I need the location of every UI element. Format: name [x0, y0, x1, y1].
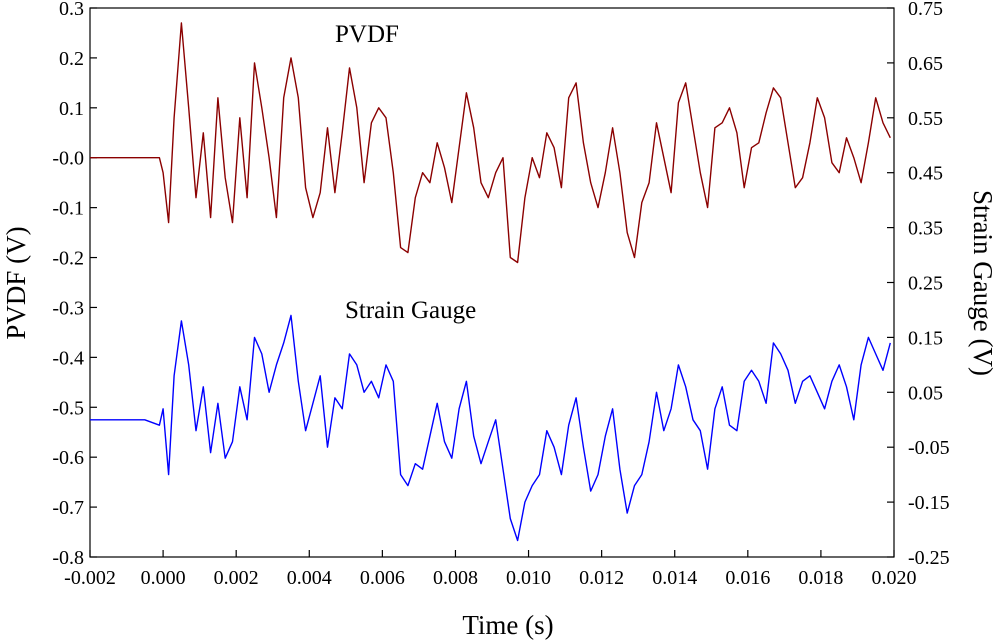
x-tick-label: 0.010	[506, 567, 551, 589]
x-axis-title: Time (s)	[462, 610, 553, 640]
y-left-tick-label: -0.4	[52, 347, 84, 369]
x-tick-label: 0.008	[433, 567, 478, 589]
y-right-tick-label: 0.45	[908, 163, 943, 185]
y-left-tick-label: 0.2	[59, 48, 84, 70]
y-left-tick-label: -0.3	[52, 297, 84, 319]
series-line-strain-gauge	[90, 314, 891, 542]
series-label-strain-gauge: Strain Gauge	[345, 297, 476, 324]
y-left-tick-label: 0.3	[59, 0, 84, 20]
y-right-tick-label: 0.05	[908, 382, 943, 404]
y-left-tick-label: -0.2	[52, 248, 84, 270]
x-tick-label: 0.002	[214, 567, 259, 589]
y-left-tick-label: -0.1	[52, 198, 84, 220]
x-tick-label: 0.016	[725, 567, 770, 589]
series-line-pvdf	[90, 22, 891, 264]
x-tick-label: 0.014	[652, 567, 697, 589]
x-tick-label: 0.004	[287, 567, 332, 589]
y-right-tick-label: 0.65	[908, 53, 943, 75]
y-right-tick-label: 0.35	[908, 218, 943, 240]
y-right-tick-label: -0.25	[908, 547, 950, 569]
y-left-tick-label: -0.0	[52, 148, 84, 170]
series-lines	[90, 22, 891, 542]
x-tick-label: 0.020	[872, 567, 917, 589]
y-left-tick-label: -0.6	[52, 447, 84, 469]
y-right-tick-label: -0.05	[908, 437, 950, 459]
x-tick-label: 0.000	[141, 567, 186, 589]
series-label-pvdf: PVDF	[335, 21, 399, 48]
x-tick-label: 0.006	[360, 567, 405, 589]
x-tick-label: 0.012	[579, 567, 624, 589]
x-tick-label: -0.002	[64, 567, 116, 589]
y-axis-left-title: PVDF (V)	[1, 226, 31, 339]
y-axis-right: 0.75 0.65 0.55 0.45 0.35 0.25 0.15 0.05 -0.05 -0.…	[887, 0, 950, 569]
y-left-tick-label: -0.7	[52, 497, 84, 519]
y-right-tick-label: 0.55	[908, 108, 943, 130]
y-right-tick-label: 0.25	[908, 273, 943, 295]
y-right-tick-label: 0.15	[908, 327, 943, 349]
y-left-tick-label: -0.5	[52, 397, 84, 419]
y-axis-right-title: Strain Gauge (V)	[968, 190, 998, 376]
y-right-tick-label: 0.75	[908, 0, 943, 20]
x-tick-label: 0.018	[798, 567, 843, 589]
y-axis-left: 0.3 0.2 0.1 -0.0 -0.1 -0.2 -0.3 -0.4 -0.5 -0.6 -0.…	[52, 0, 97, 569]
x-axis: -0.002 0.000 0.002 0.004 0.006 0.008 0.010 0.01…	[64, 550, 917, 589]
y-right-tick-label: -0.15	[908, 492, 950, 514]
y-left-tick-label: 0.1	[59, 98, 84, 120]
y-left-tick-label: -0.8	[52, 547, 84, 569]
